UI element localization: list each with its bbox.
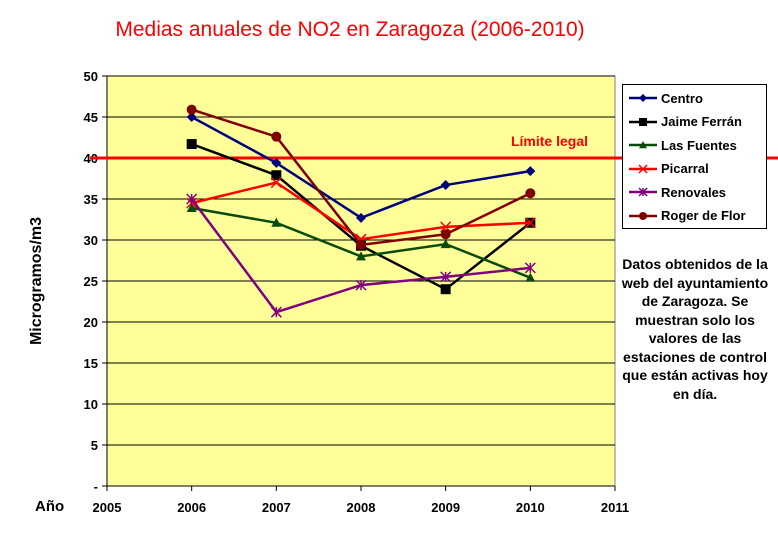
data-point xyxy=(186,203,197,213)
series-centro xyxy=(186,112,536,223)
data-point xyxy=(639,141,647,149)
data-point xyxy=(271,157,282,168)
legend-label: Las Fuentes xyxy=(661,137,737,153)
data-point xyxy=(356,212,366,223)
data-point xyxy=(186,112,197,122)
x-tick-label: 2008 xyxy=(347,500,376,515)
x-tick-label: 2011 xyxy=(601,500,629,515)
chart-title: Medias anuales de NO2 en Zaragoza (2006-… xyxy=(115,18,585,41)
data-point xyxy=(639,211,647,220)
data-point xyxy=(271,131,282,142)
data-point xyxy=(440,284,451,295)
data-point xyxy=(525,272,536,282)
reference-line-label: Límite legal xyxy=(511,133,588,149)
data-point xyxy=(440,229,451,240)
x-tick-label: 2007 xyxy=(262,500,291,515)
y-tick-label: 45 xyxy=(84,110,98,125)
legend-label: Picarral xyxy=(661,161,709,176)
y-tick-label: 20 xyxy=(84,315,98,330)
legend-label: Roger de Flor xyxy=(661,208,746,223)
legend-marker xyxy=(629,117,657,126)
legend-marker xyxy=(629,187,657,197)
y-tick-label: 35 xyxy=(84,192,98,207)
data-point xyxy=(356,251,366,261)
data-point xyxy=(440,180,451,191)
data-point xyxy=(639,94,647,102)
series-renovales xyxy=(186,193,536,318)
y-tick-label: 10 xyxy=(84,397,98,412)
annotation: Datos obtenidos de la web del ayuntamien… xyxy=(621,256,769,402)
data-point xyxy=(271,217,282,227)
y-tick-label: 25 xyxy=(84,274,98,289)
legend-item: Centro xyxy=(629,88,703,108)
x-tick-label: 2006 xyxy=(177,500,206,515)
data-point xyxy=(356,239,366,250)
legend-label: Jaime Ferrán xyxy=(661,114,742,129)
data-point xyxy=(440,239,451,249)
legend-item: Roger de Flor xyxy=(629,206,746,226)
series-las-fuentes xyxy=(186,203,536,282)
legend-item: Jaime Ferrán xyxy=(629,112,742,132)
y-tick-label: 30 xyxy=(84,233,98,248)
y-tick-label: 5 xyxy=(91,438,98,453)
data-point xyxy=(270,306,282,318)
data-point xyxy=(525,188,536,199)
legend-marker xyxy=(629,163,657,174)
data-point xyxy=(186,193,198,205)
data-point xyxy=(355,279,367,291)
data-point xyxy=(525,166,536,177)
series-roger-de-flor xyxy=(186,104,536,250)
data-point xyxy=(639,117,647,126)
legend-item: Picarral xyxy=(629,159,709,179)
legend-marker xyxy=(629,211,657,220)
x-tick-label: 2009 xyxy=(431,500,460,515)
legend-marker xyxy=(629,141,657,149)
x-tick-label: 2005 xyxy=(93,500,122,515)
data-point xyxy=(638,163,648,174)
legend-label: Centro xyxy=(661,90,703,106)
data-point xyxy=(440,271,452,283)
y-tick-label: 15 xyxy=(84,356,98,371)
data-point xyxy=(638,187,648,197)
x-tick-label: 2010 xyxy=(516,500,545,515)
y-tick-label: 50 xyxy=(84,69,98,84)
legend: Centro Jaime Ferrán Las Fuentes Picarral Ren… xyxy=(622,84,767,229)
data-point xyxy=(524,262,536,274)
data-point xyxy=(186,139,197,150)
legend-item: Las Fuentes xyxy=(629,135,737,155)
data-point xyxy=(524,217,536,229)
x-axis-label: Año xyxy=(35,498,64,515)
y-tick-label: - xyxy=(94,479,98,494)
data-point xyxy=(440,221,452,233)
legend-item: Renovales xyxy=(629,182,726,202)
legend-label: Renovales xyxy=(661,184,727,200)
legend-marker xyxy=(629,94,657,102)
data-point xyxy=(186,104,197,115)
data-point xyxy=(271,170,282,181)
data-point xyxy=(270,177,282,189)
y-axis-label: Microgramos/m3 xyxy=(28,217,45,345)
